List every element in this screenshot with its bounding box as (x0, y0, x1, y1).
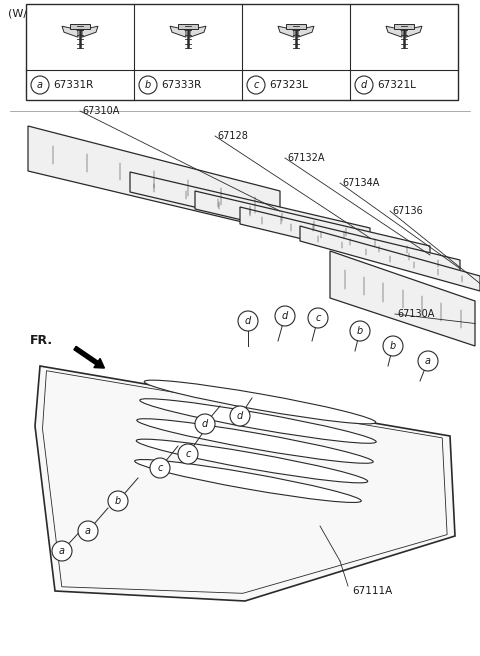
Circle shape (238, 311, 258, 331)
Circle shape (355, 76, 373, 94)
Polygon shape (130, 172, 370, 248)
Text: 67111A: 67111A (352, 586, 392, 596)
Polygon shape (28, 126, 280, 231)
Circle shape (247, 76, 265, 94)
Text: 67132A: 67132A (287, 153, 324, 163)
Polygon shape (170, 26, 186, 37)
Polygon shape (300, 226, 480, 291)
Text: d: d (245, 316, 251, 326)
Text: 67134A: 67134A (342, 178, 379, 188)
Polygon shape (330, 251, 475, 346)
Ellipse shape (135, 460, 361, 502)
Text: 67130A: 67130A (397, 309, 434, 319)
Circle shape (150, 458, 170, 478)
Polygon shape (278, 26, 294, 37)
Text: d: d (282, 311, 288, 321)
Ellipse shape (140, 399, 376, 443)
Circle shape (52, 541, 72, 561)
Text: b: b (357, 326, 363, 336)
Circle shape (275, 306, 295, 326)
Circle shape (139, 76, 157, 94)
Polygon shape (386, 26, 402, 37)
Text: a: a (425, 356, 431, 366)
Circle shape (108, 491, 128, 511)
Circle shape (308, 308, 328, 328)
Bar (394, 24, 414, 29)
Circle shape (383, 336, 403, 356)
Text: 67310A: 67310A (82, 106, 120, 116)
Text: c: c (315, 313, 321, 323)
Circle shape (195, 414, 215, 434)
Text: d: d (361, 80, 367, 90)
Polygon shape (62, 26, 78, 37)
Circle shape (31, 76, 49, 94)
Circle shape (230, 406, 250, 426)
Text: a: a (59, 546, 65, 556)
Circle shape (78, 521, 98, 541)
Text: b: b (145, 80, 151, 90)
Bar (26, 4, 458, 100)
Text: c: c (157, 463, 163, 473)
Text: 67128: 67128 (217, 131, 248, 141)
Polygon shape (195, 191, 430, 264)
Text: c: c (253, 80, 259, 90)
Polygon shape (190, 26, 206, 37)
Text: 67323L: 67323L (269, 80, 308, 90)
Text: FR.: FR. (30, 335, 53, 348)
Polygon shape (298, 26, 314, 37)
Ellipse shape (136, 439, 368, 483)
Bar (286, 24, 306, 29)
Text: 67136: 67136 (392, 206, 423, 216)
Text: (W/O SUNROOF): (W/O SUNROOF) (8, 8, 99, 18)
Text: 67331R: 67331R (53, 80, 93, 90)
Circle shape (418, 351, 438, 371)
Text: c: c (185, 449, 191, 459)
Circle shape (178, 444, 198, 464)
Ellipse shape (137, 419, 373, 463)
Text: a: a (37, 80, 43, 90)
Polygon shape (240, 207, 460, 277)
Bar (70, 24, 90, 29)
Text: a: a (85, 526, 91, 536)
Text: b: b (390, 341, 396, 351)
FancyArrow shape (74, 346, 105, 368)
Bar (178, 24, 198, 29)
Ellipse shape (144, 380, 376, 424)
Text: d: d (202, 419, 208, 429)
Text: 67333R: 67333R (161, 80, 201, 90)
Circle shape (350, 321, 370, 341)
Text: b: b (115, 496, 121, 506)
Polygon shape (406, 26, 422, 37)
Polygon shape (35, 366, 455, 601)
Polygon shape (82, 26, 98, 37)
Text: d: d (237, 411, 243, 421)
Text: 67321L: 67321L (377, 80, 416, 90)
